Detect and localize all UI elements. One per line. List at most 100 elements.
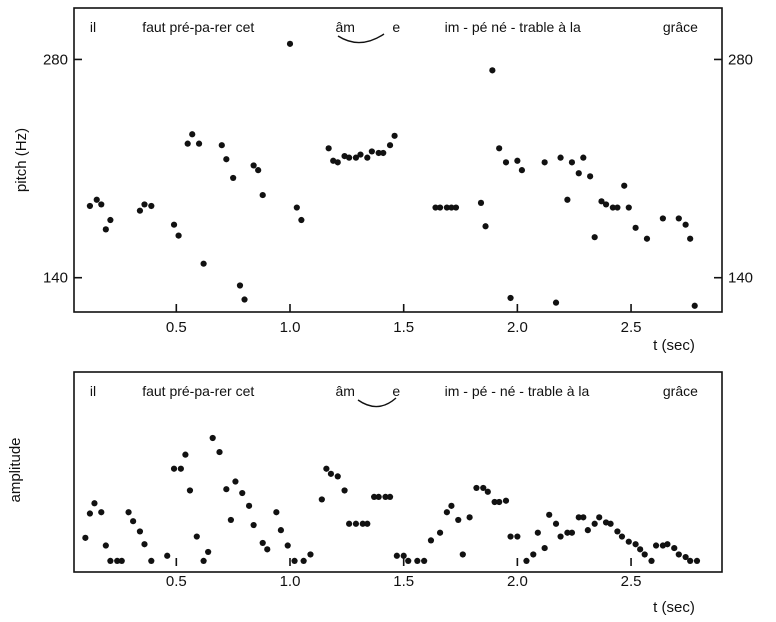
amplitude-data-point: [687, 557, 694, 564]
pitch-data-point: [489, 67, 496, 74]
pitch-data-point: [93, 196, 100, 203]
pitch-syllable-label: il: [90, 19, 96, 35]
pitch-data-point: [557, 154, 564, 161]
amplitude-data-point: [448, 502, 455, 509]
pitch-data-point: [598, 198, 605, 205]
amplitude-data-point: [552, 520, 560, 527]
amplitude-data-point: [575, 514, 582, 521]
amplitude-data-point: [491, 498, 498, 506]
amplitude-data-point: [557, 533, 564, 540]
pitch-data-point: [507, 294, 514, 302]
amplitude-x-tick-label: 2.0: [507, 573, 528, 590]
amplitude-x-tick-label: 1.5: [393, 573, 414, 590]
pitch-data-point: [643, 235, 651, 242]
pitch-y-tick-label: 140: [43, 270, 68, 287]
amplitude-data-point: [568, 529, 576, 536]
pitch-x-tick-label: 1.5: [393, 319, 414, 336]
amplitude-data-point: [114, 557, 121, 564]
pitch-data-point: [580, 154, 587, 161]
amplitude-data-point: [591, 520, 598, 527]
pitch-data-point: [218, 142, 225, 149]
amplitude-data-point: [564, 529, 571, 536]
pitch-data-point: [102, 226, 109, 233]
pitch-liaison-arc: [337, 33, 385, 44]
pitch-data-point: [541, 159, 548, 166]
amplitude-data-point: [352, 520, 360, 527]
amplitude-data-point: [541, 544, 548, 552]
amplitude-data-point: [664, 541, 671, 548]
pitch-data-point: [477, 199, 485, 206]
pitch-data-point: [107, 216, 114, 224]
pitch-data-point: [675, 215, 682, 222]
amplitude-data-point: [250, 521, 257, 529]
pitch-x-ticks: 0.5 1.0 1.5 2.0 2.5: [166, 304, 641, 336]
pitch-data-point: [250, 162, 257, 169]
amplitude-data-point: [284, 542, 291, 549]
pitch-data-point: [368, 148, 375, 155]
amplitude-data-point: [596, 514, 603, 521]
amplitude-data-point: [259, 539, 266, 547]
amplitude-data-point: [496, 498, 503, 506]
pitch-data-point: [687, 235, 694, 242]
pitch-data-point: [230, 174, 237, 182]
pitch-data-point: [614, 204, 621, 211]
pitch-data-point: [659, 215, 666, 222]
pitch-data-point: [621, 182, 628, 189]
amplitude-data-point: [466, 514, 473, 521]
amplitude-plot-frame: [73, 371, 723, 573]
pitch-data-point: [241, 296, 248, 303]
pitch-plot-frame: [73, 7, 723, 313]
amplitude-data-point: [107, 557, 114, 564]
pitch-data-point: [298, 216, 305, 224]
amplitude-data-point: [205, 548, 212, 556]
pitch-data-point: [255, 167, 262, 174]
pitch-panel: pitch (Hz) t (sec) il faut pré-pa-rer cet…: [13, 7, 753, 354]
pitch-data-point: [236, 282, 244, 289]
pitch-x-tick-label: 1.0: [280, 319, 301, 336]
amplitude-data-point: [443, 509, 450, 516]
pitch-data-point: [136, 207, 144, 214]
amplitude-data-point: [141, 541, 148, 548]
pitch-data-point: [189, 131, 196, 138]
amplitude-syllable-label: e: [392, 383, 400, 399]
amplitude-data-point: [148, 557, 155, 564]
amplitude-data-point: [546, 511, 553, 518]
pitch-data-point: [575, 170, 582, 177]
pitch-data-point: [293, 204, 300, 211]
amplitude-data-point: [530, 551, 537, 558]
pitch-data-point: [386, 142, 394, 149]
amplitude-data-point: [652, 542, 660, 549]
pitch-data-point: [380, 149, 387, 157]
pitch-data-point: [175, 232, 182, 239]
amplitude-data-point: [648, 557, 655, 564]
amplitude-data-point: [502, 497, 510, 504]
pitch-data-point: [591, 234, 598, 241]
amplitude-syllable-label: grâce: [663, 383, 698, 399]
amplitude-data-point: [300, 557, 307, 564]
amplitude-liaison-arc: [357, 397, 397, 408]
amplitude-syllable-label: âm: [335, 383, 354, 399]
amplitude-y-axis-label: amplitude: [7, 437, 24, 502]
amplitude-data-point: [98, 509, 105, 516]
amplitude-data-point: [614, 528, 621, 535]
amplitude-data-point: [637, 546, 644, 553]
amplitude-data-point: [455, 516, 462, 524]
pitch-points: [86, 40, 698, 309]
amplitude-syllable-labels: il faut pré-pa-rer cet âm e im - pé - né - t…: [90, 383, 698, 399]
pitch-data-point: [86, 202, 94, 210]
amplitude-data-point: [375, 493, 382, 500]
amplitude-data-point: [232, 478, 239, 485]
pitch-syllable-label: im - pé né - trable à la: [445, 19, 581, 35]
pitch-y-tick-label: 280: [43, 51, 68, 68]
amplitude-data-point: [193, 533, 200, 540]
amplitude-data-point: [170, 465, 178, 472]
amplitude-syllable-label: faut pré-pa-rer cet: [142, 383, 254, 399]
pitch-data-point: [691, 302, 698, 309]
amplitude-x-tick-label: 0.5: [166, 573, 187, 590]
amplitude-data-point: [507, 533, 514, 540]
pitch-syllable-label: grâce: [663, 19, 698, 35]
pitch-y-axis-label: pitch (Hz): [13, 128, 30, 192]
amplitude-x-axis-label: t (sec): [653, 599, 695, 616]
amplitude-data-point: [382, 493, 389, 500]
amplitude-data-point: [277, 527, 285, 534]
